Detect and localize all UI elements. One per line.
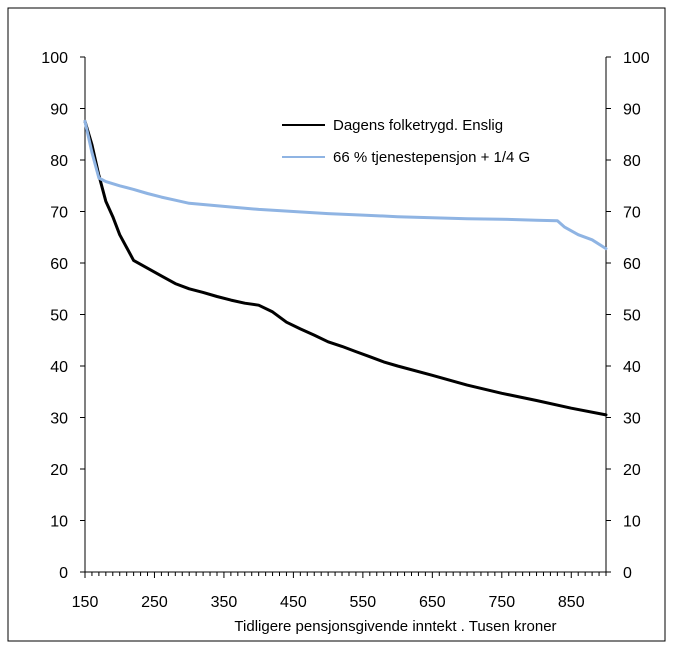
y-tick-label-right: 20: [623, 462, 641, 479]
y-tick-label-right: 30: [623, 411, 641, 428]
y-tick-label-right: 80: [623, 153, 641, 170]
y-tick-label-left: 60: [50, 256, 68, 273]
legend-label-2: 66 % tjenestepensjon + 1/4 G: [333, 149, 530, 166]
x-tick-label: 450: [280, 594, 307, 611]
y-tick-label-right: 70: [623, 205, 641, 222]
x-tick-label: 350: [211, 594, 238, 611]
x-tick-label: 650: [419, 594, 446, 611]
y-tick-label-right: 100: [623, 50, 650, 67]
series-layer: [83, 119, 608, 417]
y-tick-label-right: 10: [623, 514, 641, 531]
y-tick-label-right: 40: [623, 359, 641, 376]
x-axis-title: Tidligere pensjonsgivende inntekt . Tuse…: [234, 618, 556, 635]
chart-frame: [7, 7, 666, 642]
y-tick-label-left: 50: [50, 308, 68, 325]
x-tick-label: 150: [72, 594, 99, 611]
legend-label-1: Dagens folketrygd. Enslig: [333, 117, 503, 134]
y-tick-label-left: 40: [50, 359, 68, 376]
x-tick-label: 750: [488, 594, 515, 611]
y-tick-label-left: 80: [50, 153, 68, 170]
y-tick-label-right: 90: [623, 102, 641, 119]
series-line-2: [83, 119, 608, 251]
y-tick-label-left: 0: [59, 565, 68, 582]
x-tick-label: 250: [141, 594, 168, 611]
axes: 0 0 10 10 20 20 30 30 40 40 50 50 60 60 70 70 80 80 90 90 10…: [41, 50, 650, 611]
legend: Dagens folketrygd. Enslig 66 % tjenestepe…: [282, 117, 530, 166]
y-tick-label-left: 90: [50, 102, 68, 119]
y-tick-label-right: 60: [623, 256, 641, 273]
y-tick-label-right: 0: [623, 565, 632, 582]
x-tick-label: 850: [558, 594, 585, 611]
series-line-1: [83, 119, 608, 417]
y-tick-label-left: 10: [50, 514, 68, 531]
y-tick-label-left: 30: [50, 411, 68, 428]
y-tick-label-left: 70: [50, 205, 68, 222]
x-tick-label: 550: [350, 594, 377, 611]
y-tick-label-right: 50: [623, 308, 641, 325]
y-tick-label-left: 100: [41, 50, 68, 67]
y-tick-label-left: 20: [50, 462, 68, 479]
